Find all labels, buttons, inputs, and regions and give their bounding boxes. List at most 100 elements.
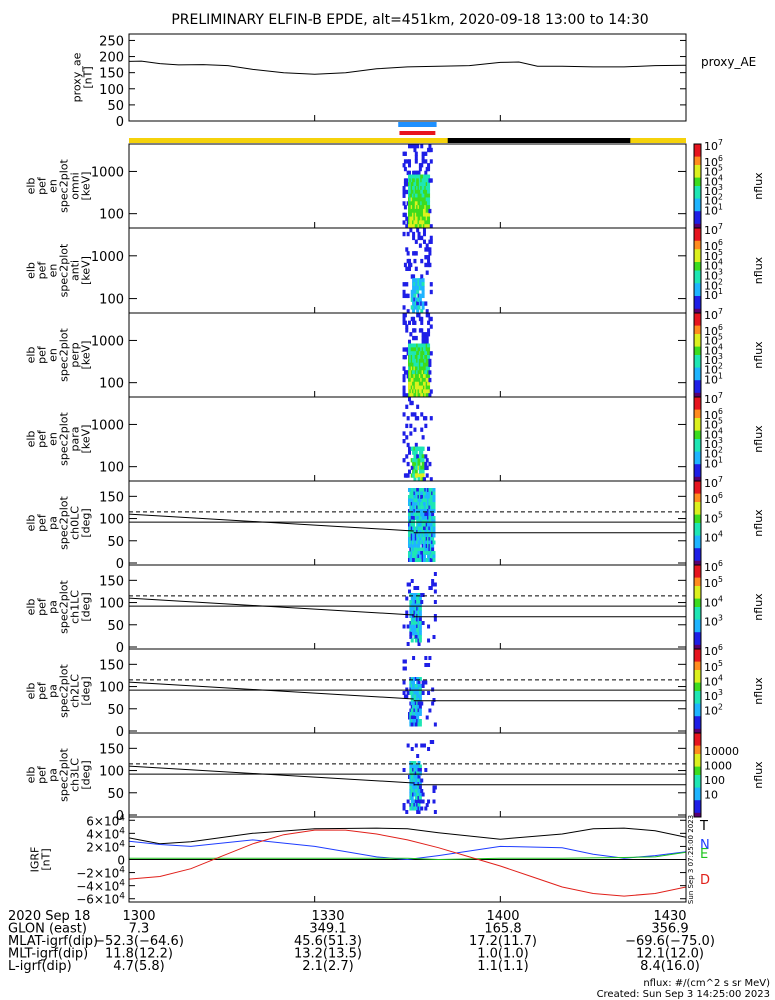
colorbar-cell (694, 270, 701, 276)
spectrogram-cell (427, 320, 431, 325)
spectrogram-cell (413, 477, 417, 482)
colorbar-cell (694, 691, 701, 696)
spectrogram-cell (420, 743, 424, 748)
spectrogram-cell (405, 216, 409, 221)
colorbar-cell (694, 800, 701, 805)
spectrogram-cell (424, 680, 428, 685)
spectrogram-cell (418, 547, 422, 552)
spectrogram-cell (403, 659, 407, 664)
spectrogram-cell (403, 320, 407, 325)
spectrogram-cell (409, 768, 413, 772)
colorbar-cell (694, 173, 701, 179)
spectrogram-cell (418, 719, 422, 723)
spectrogram-cell (420, 235, 424, 241)
spectrogram-cell (431, 582, 435, 587)
spectrogram-cell (402, 163, 406, 168)
spectrogram-cell (428, 251, 432, 256)
spectrogram-cell (421, 151, 425, 156)
spectrogram-cell (427, 389, 431, 394)
spectrogram-cell (427, 374, 431, 379)
spectrogram-cell (405, 247, 409, 252)
spectrogram-cell (418, 677, 422, 681)
panel-frame (128, 564, 687, 650)
axis-label-line: en (47, 179, 60, 193)
spectrogram-cell (428, 461, 432, 467)
colorbar-label: 104 (704, 173, 723, 188)
spectrogram-cell (412, 235, 416, 241)
axis-label-line: perp (69, 342, 82, 367)
spectrogram-cell (432, 519, 436, 524)
colorbar-unit: nflux (752, 593, 765, 621)
colorbar-cell (694, 699, 701, 705)
spectrogram-cell (429, 477, 433, 482)
y-tick-label: 150 (99, 490, 124, 505)
spectrogram-cell (410, 607, 414, 611)
colorbar-cell (694, 384, 701, 390)
colorbar-cell (694, 775, 701, 780)
spectrogram-cell (425, 458, 429, 463)
colorbar-cell (694, 791, 701, 797)
axis-label-line: ch2LC (69, 674, 82, 708)
ephemeris-value: 7.3 (129, 922, 150, 937)
spectrogram-cell (403, 355, 407, 360)
spectrogram-cell (412, 523, 416, 527)
plot-title: PRELIMINARY ELFIN-B EPDE, alt=451km, 202… (171, 12, 648, 28)
spectrogram-cell (405, 454, 409, 459)
colorbar-label: 105 (704, 659, 723, 674)
spectrogram-cell (420, 789, 424, 793)
status-bar-black (447, 138, 631, 143)
spectrogram-cell (410, 305, 414, 310)
spectrogram-cell (402, 316, 406, 322)
axis-label-line: para (69, 427, 82, 452)
colorbar-cell (694, 678, 701, 684)
y-tick-label: 1000 (91, 165, 124, 180)
colorbar-cell (694, 464, 701, 469)
colorbar-cell (694, 342, 701, 348)
spectrogram-cell (421, 593, 425, 597)
colorbar-cell (694, 313, 701, 318)
spectrogram-cell (402, 377, 406, 383)
spectrogram-cell (420, 491, 424, 496)
colorbar-cell (694, 565, 701, 570)
colorbar-cell (694, 447, 701, 453)
spectrogram-cell (424, 332, 428, 337)
spectrogram-cell (418, 698, 422, 702)
spectrogram-cell (429, 224, 433, 229)
spectrogram-cell (418, 764, 422, 769)
colorbar-cell (694, 160, 701, 166)
spectrogram-cell (414, 266, 418, 271)
spectrogram-cell (407, 339, 411, 345)
spectrogram-cell (429, 239, 433, 244)
spectrogram-cell (416, 309, 420, 314)
colorbar-cell (694, 581, 701, 587)
colorbar-cell (694, 253, 701, 259)
colorbar-cell (694, 346, 701, 352)
colorbars: 107106105104103102101nflux10710610510410… (693, 138, 765, 818)
spectrogram-cell (418, 792, 422, 797)
axis-label-line: spec2plot (58, 580, 71, 634)
y-tick-label: 6×104 (86, 813, 125, 828)
spectrogram-cell (418, 530, 422, 534)
colorbar-cell (694, 695, 701, 700)
spectrogram-cell (413, 278, 417, 283)
spectrogram-cell (418, 771, 422, 776)
spectrogram-cell (418, 498, 422, 503)
spectrogram-cell (417, 642, 421, 646)
y-tick-label: 100 (99, 681, 124, 696)
colorbar-cell (694, 232, 701, 237)
spectrogram-cell (414, 764, 418, 769)
colorbar-cell (694, 682, 701, 688)
spectrogram-cell (432, 502, 436, 506)
colorbar-cell (694, 304, 701, 310)
spectrogram-cell (418, 768, 422, 772)
spectrogram-cell (402, 193, 406, 198)
spectrogram-cell (431, 701, 435, 706)
colorbar-cell (694, 716, 701, 721)
status-bar-red (399, 131, 436, 135)
spectrogram-cell (409, 631, 413, 636)
spectrogram-cell (416, 144, 420, 149)
y-tick-label: 0 (116, 725, 124, 740)
